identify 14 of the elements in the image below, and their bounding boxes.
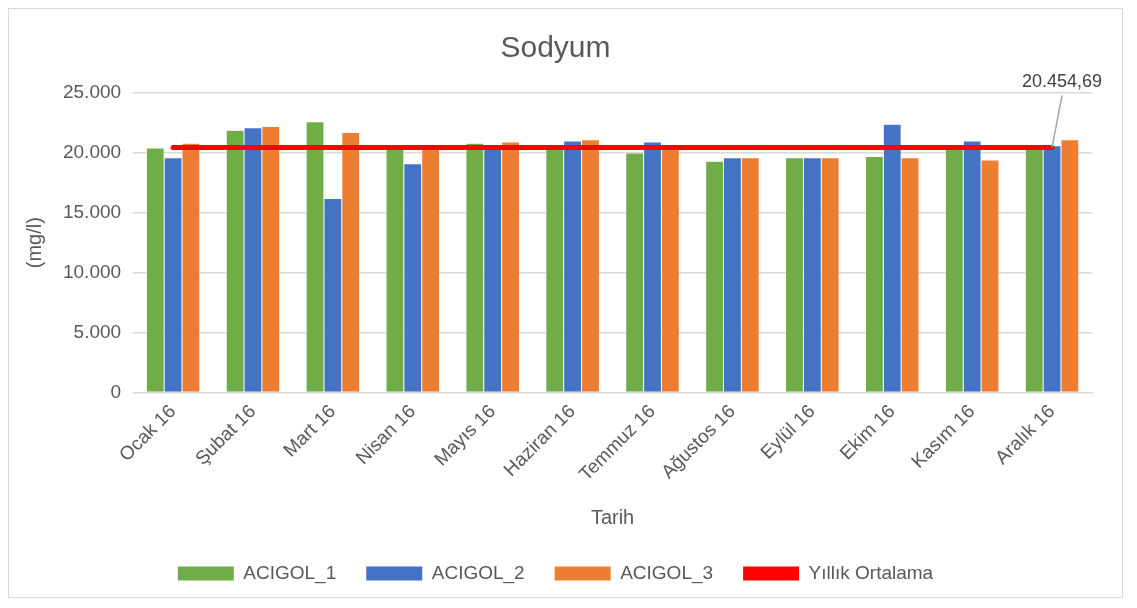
y-tick-label: 5.000 (73, 320, 122, 342)
x-axis-title: Tarih (590, 505, 635, 528)
y-tick-label: 10.000 (62, 260, 122, 282)
legend-label: ACIGOL_1 (243, 561, 337, 584)
data-label: 20.454,69 (1022, 71, 1103, 92)
y-axis-title: (mg/l) (22, 217, 45, 269)
y-tick-label: 20.000 (62, 141, 122, 163)
legend-label: ACIGOL_3 (620, 561, 714, 584)
y-tick-label: 0 (110, 380, 122, 402)
y-tick-label: 15.000 (62, 201, 122, 223)
legend-label: Yıllık Ortalama (808, 561, 934, 583)
legend-label: ACIGOL_2 (431, 561, 525, 584)
chart-title: Sodyum (500, 30, 611, 64)
y-tick-label: 25.000 (62, 81, 122, 103)
